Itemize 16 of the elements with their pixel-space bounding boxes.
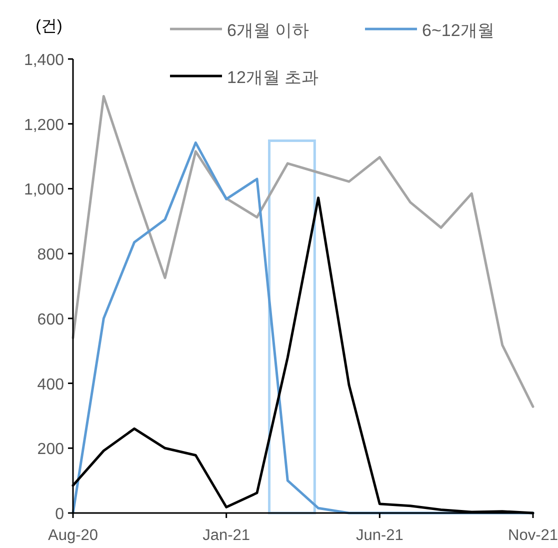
y-tick-label: 600 xyxy=(37,311,64,328)
legend-label: 6~12개월 xyxy=(422,21,494,40)
y-tick-label: 0 xyxy=(55,506,64,523)
x-tick-label: Nov-21 xyxy=(508,527,558,544)
y-tick-label: 1,400 xyxy=(24,52,64,69)
y-tick-label: 1,200 xyxy=(24,116,64,134)
y-tick-label: 1,000 xyxy=(24,182,64,199)
x-tick-label: Jun-21 xyxy=(356,527,404,544)
x-tick-label: Jan-21 xyxy=(202,527,250,544)
legend-label: 6개월 이하 xyxy=(227,21,310,40)
y-tick-label: 400 xyxy=(37,376,64,394)
y-tick-label: 200 xyxy=(37,441,64,458)
y-tick-label: 800 xyxy=(37,246,64,264)
y-axis-title: (건) xyxy=(36,18,62,35)
x-tick-label: Aug-20 xyxy=(48,527,98,544)
legend-label: 12개월 초과 xyxy=(227,68,319,87)
